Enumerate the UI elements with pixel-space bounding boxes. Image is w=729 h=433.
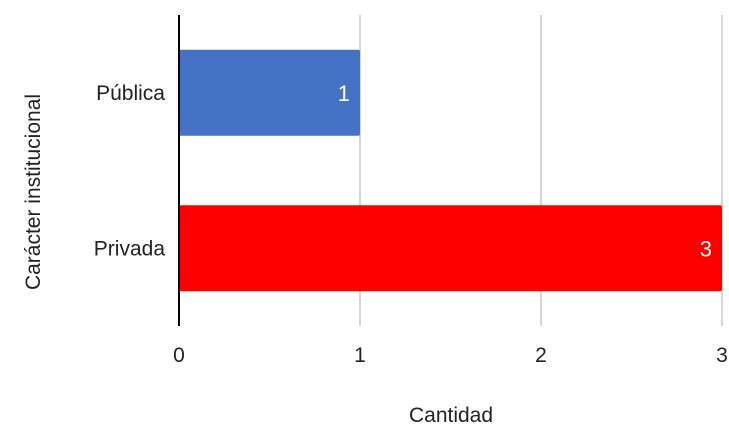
labels: 0 1 2 3 Pública 1 Privada 3 (94, 81, 728, 367)
y-tick-label-0: Pública (96, 82, 165, 105)
x-axis-title: Cantidad (409, 404, 493, 427)
data-label-0: 1 (338, 81, 350, 106)
y-tick-label-1: Privada (94, 237, 166, 260)
x-tick-label-2: 2 (535, 344, 547, 367)
data-label-1: 3 (700, 236, 712, 261)
y-axis-title: Carácter institucional (22, 94, 45, 290)
bars (179, 49, 722, 292)
x-tick-label-0: 0 (173, 344, 185, 367)
x-tick-label-3: 3 (716, 344, 728, 367)
bar-0 (179, 49, 360, 136)
bar-1 (179, 205, 722, 292)
x-tick-label-1: 1 (354, 344, 366, 367)
